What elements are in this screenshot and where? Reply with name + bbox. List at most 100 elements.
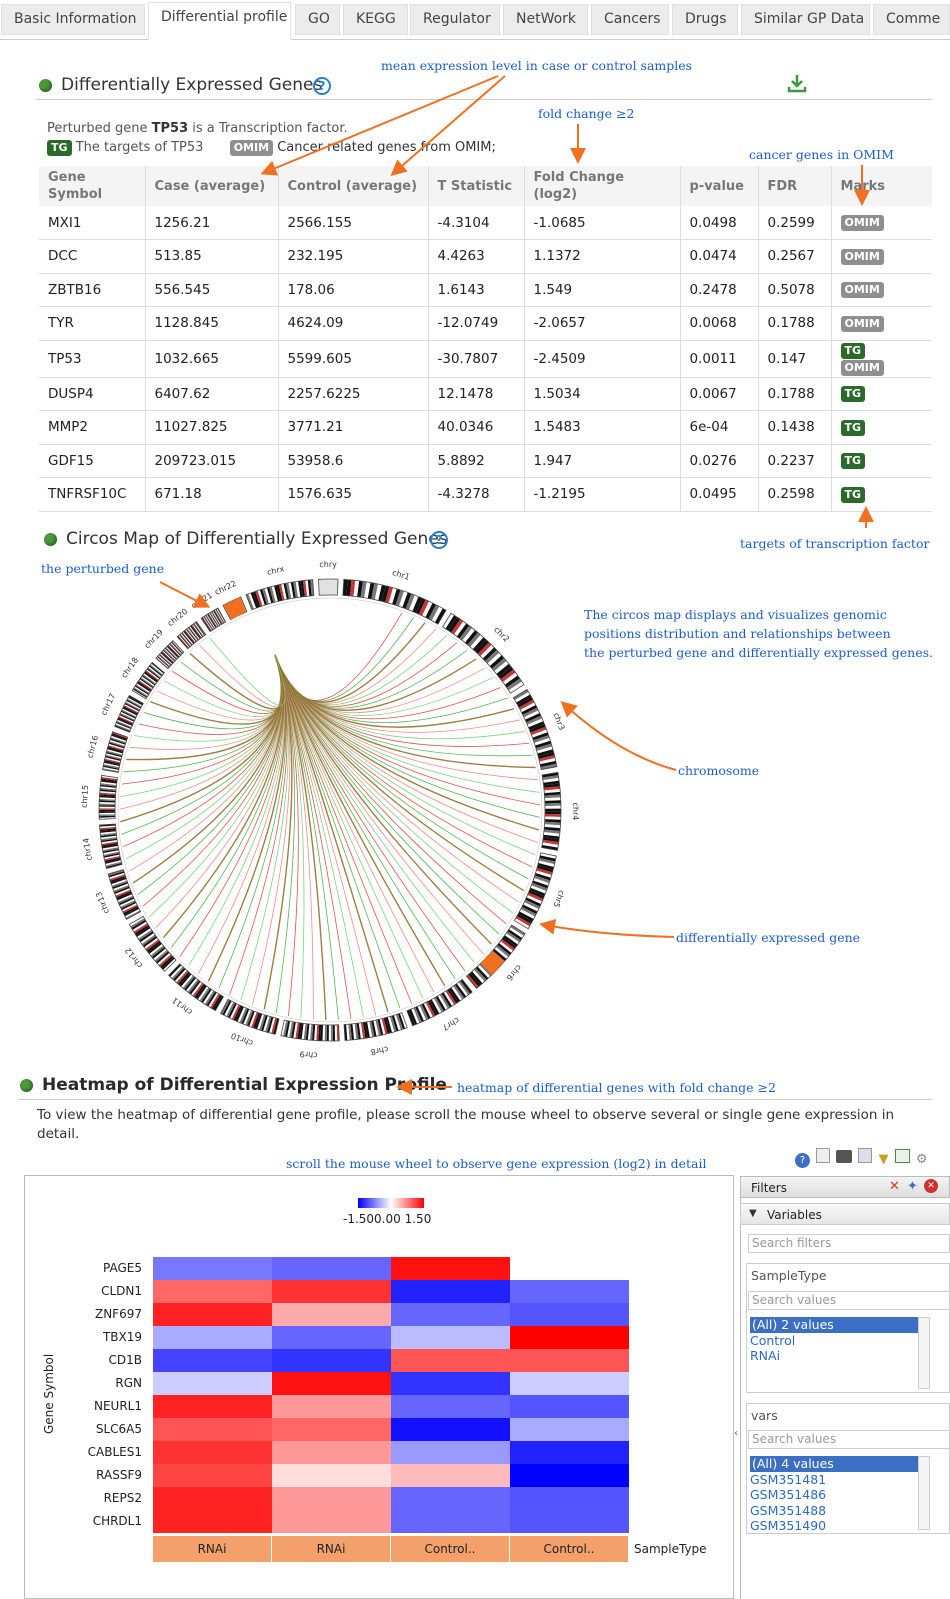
heatmap-cell[interactable] bbox=[272, 1441, 391, 1464]
chromosome-chr8[interactable] bbox=[343, 1012, 408, 1041]
col-fold-change[interactable]: Fold Change (log2) bbox=[524, 166, 681, 206]
col-fdr[interactable]: FDR bbox=[758, 166, 832, 206]
heatmap-cell[interactable] bbox=[391, 1372, 510, 1395]
chromosome-chr11[interactable] bbox=[168, 963, 224, 1012]
scrollbar[interactable] bbox=[918, 1317, 930, 1389]
clear-icon[interactable]: ✕ bbox=[889, 1179, 900, 1194]
scrollbar[interactable] bbox=[918, 1456, 930, 1530]
pin-icon[interactable]: ✦ bbox=[907, 1179, 918, 1194]
search-values-input[interactable]: Search values bbox=[748, 1430, 950, 1449]
list-item[interactable]: GSM351481 bbox=[750, 1471, 827, 1487]
heatmap-cell[interactable] bbox=[391, 1280, 510, 1303]
chromosome-chrx[interactable] bbox=[245, 579, 315, 611]
heatmap-cell[interactable] bbox=[153, 1487, 272, 1510]
heatmap-cell[interactable] bbox=[510, 1510, 629, 1533]
heatmap-cell[interactable] bbox=[153, 1510, 272, 1533]
export-icon[interactable] bbox=[816, 1148, 831, 1163]
chromosome-chr13[interactable] bbox=[107, 869, 142, 920]
close-icon[interactable]: ✕ bbox=[924, 1179, 938, 1193]
heatmap-cell[interactable] bbox=[391, 1487, 510, 1510]
heatmap-cell[interactable] bbox=[510, 1303, 629, 1326]
heatmap-cell[interactable] bbox=[272, 1326, 391, 1349]
heatmap-cell[interactable] bbox=[510, 1372, 629, 1395]
heatmap-cell[interactable] bbox=[391, 1395, 510, 1418]
heatmap-cell[interactable] bbox=[510, 1464, 629, 1487]
chromosome-chr20[interactable] bbox=[176, 620, 207, 650]
chromosome-chr18[interactable] bbox=[131, 662, 166, 700]
variables-header[interactable]: ▼ Variables bbox=[740, 1203, 950, 1225]
filter-icon[interactable]: ▼ bbox=[878, 1152, 889, 1167]
heatmap-cell[interactable] bbox=[510, 1418, 629, 1441]
chromosome-chr1[interactable] bbox=[342, 578, 447, 625]
heatmap-cell[interactable] bbox=[391, 1326, 510, 1349]
search-filters-input[interactable]: Search filters bbox=[748, 1234, 950, 1253]
heatmap-cell[interactable] bbox=[153, 1464, 272, 1487]
heatmap-cell[interactable] bbox=[391, 1510, 510, 1533]
heatmap-cell[interactable] bbox=[510, 1441, 629, 1464]
heatmap-cell[interactable] bbox=[391, 1349, 510, 1372]
tab-cancers[interactable]: Cancers bbox=[591, 4, 669, 35]
heatmap-cell[interactable] bbox=[510, 1349, 629, 1372]
search-values-input[interactable]: Search values bbox=[748, 1291, 950, 1310]
list-item[interactable]: (All) 4 values bbox=[750, 1456, 918, 1472]
chromosome-chr5[interactable] bbox=[513, 852, 557, 930]
col-case-average[interactable]: Case (average) bbox=[145, 166, 279, 206]
tg-badge[interactable]: TG bbox=[840, 486, 866, 503]
tab-basic-information[interactable]: Basic Information bbox=[1, 4, 145, 35]
heatmap-cell[interactable] bbox=[153, 1395, 272, 1418]
tab-go[interactable]: GO bbox=[295, 4, 340, 35]
tab-regulator[interactable]: Regulator bbox=[410, 4, 500, 35]
chromosome-chr15[interactable] bbox=[98, 774, 118, 820]
sample-type-cell[interactable]: Control.. bbox=[391, 1536, 509, 1562]
tab-similar-gp-data[interactable]: Similar GP Data bbox=[741, 4, 870, 35]
heatmap-cell[interactable] bbox=[510, 1326, 629, 1349]
chromosome-chr6[interactable] bbox=[465, 924, 526, 990]
list-item[interactable]: (All) 2 values bbox=[750, 1317, 918, 1333]
heatmap-cell[interactable] bbox=[272, 1464, 391, 1487]
heatmap-cell[interactable] bbox=[391, 1303, 510, 1326]
heatmap-cell[interactable] bbox=[153, 1418, 272, 1441]
help-icon[interactable]: ? bbox=[430, 531, 448, 549]
chromosome-chr3[interactable] bbox=[512, 688, 558, 771]
chromosome-chr2[interactable] bbox=[442, 612, 525, 694]
heatmap-cell[interactable] bbox=[153, 1349, 272, 1372]
tab-drugs[interactable]: Drugs bbox=[672, 4, 738, 35]
chromosome-chr17[interactable] bbox=[114, 694, 144, 733]
col-gene-symbol[interactable]: Gene Symbol bbox=[39, 166, 146, 206]
heatmap-cell[interactable] bbox=[272, 1280, 391, 1303]
tab-differential-profile[interactable]: Differential profile bbox=[148, 2, 291, 40]
chromosome-chr21[interactable] bbox=[200, 607, 227, 633]
heatmap-cell[interactable] bbox=[272, 1395, 391, 1418]
download-icon[interactable] bbox=[786, 72, 808, 94]
list-item[interactable]: GSM351490 bbox=[750, 1518, 827, 1533]
vars-list[interactable]: (All) 4 values GSM351481 GSM351486 GSM35… bbox=[750, 1456, 918, 1534]
list-item[interactable]: RNAi bbox=[750, 1348, 781, 1363]
chromosome-chr19[interactable] bbox=[155, 640, 185, 670]
heatmap-cell[interactable] bbox=[510, 1257, 629, 1280]
heatmap-cell[interactable] bbox=[153, 1280, 272, 1303]
chromosome-chr7[interactable] bbox=[406, 978, 473, 1027]
chromosome-chry[interactable] bbox=[318, 578, 339, 596]
heatmap-cell[interactable] bbox=[153, 1303, 272, 1326]
heatmap-cell[interactable] bbox=[510, 1395, 629, 1418]
heatmap-cell[interactable] bbox=[153, 1372, 272, 1395]
tab-network[interactable]: NetWork bbox=[503, 4, 588, 35]
help-icon[interactable]: ? bbox=[795, 1153, 810, 1168]
sample-type-cell[interactable]: Control.. bbox=[510, 1536, 628, 1562]
omim-badge[interactable]: OMIM bbox=[840, 248, 884, 265]
heatmap-cell[interactable] bbox=[153, 1441, 272, 1464]
heatmap-cell[interactable] bbox=[272, 1303, 391, 1326]
heatmap-cell[interactable] bbox=[272, 1372, 391, 1395]
chromosome-chr14[interactable] bbox=[99, 823, 123, 869]
heatmap-cell[interactable] bbox=[510, 1487, 629, 1510]
heatmap-cell[interactable] bbox=[391, 1257, 510, 1280]
heatmap-cell[interactable] bbox=[153, 1257, 272, 1280]
tg-badge[interactable]: TG bbox=[840, 419, 866, 436]
chromosome-chr12[interactable] bbox=[128, 915, 177, 972]
heatmap-cell[interactable] bbox=[272, 1418, 391, 1441]
camera-icon[interactable] bbox=[836, 1150, 853, 1163]
list-item[interactable]: GSM351488 bbox=[750, 1502, 827, 1518]
collapse-panel-icon[interactable]: ‹ bbox=[734, 1428, 738, 1439]
omim-badge[interactable]: OMIM bbox=[840, 282, 884, 299]
tg-badge[interactable]: TG bbox=[840, 386, 866, 403]
